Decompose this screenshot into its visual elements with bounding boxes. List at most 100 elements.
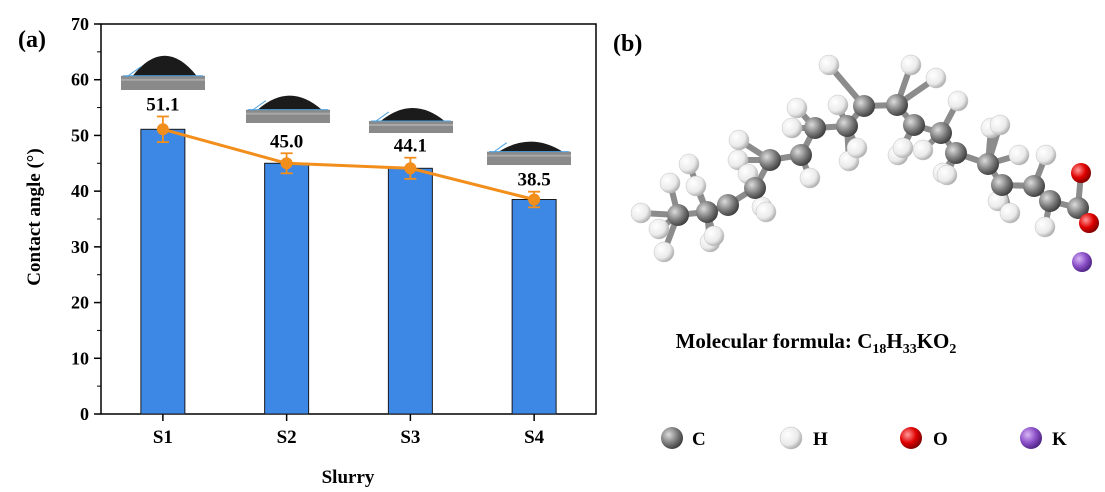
substrate bbox=[369, 120, 453, 133]
droplet bbox=[132, 55, 197, 76]
hydrogen-atom bbox=[818, 54, 840, 76]
carbon-atom bbox=[836, 115, 858, 137]
carbon-atom bbox=[696, 201, 718, 223]
formula-sub-1: 18 bbox=[872, 342, 886, 357]
hydrogen-atom bbox=[685, 175, 707, 197]
legend-label-c: C bbox=[692, 429, 706, 450]
carbon-atom bbox=[1067, 197, 1089, 219]
substrate bbox=[121, 75, 205, 90]
potassium-atom bbox=[1072, 252, 1092, 272]
hydrogen-atom bbox=[799, 167, 821, 189]
carbon-atom bbox=[977, 153, 999, 175]
y-axis-label: Contact angle (°) bbox=[24, 148, 45, 285]
substrate-texture bbox=[121, 78, 205, 81]
y-tick-label: 10 bbox=[71, 348, 89, 368]
bar bbox=[511, 199, 557, 415]
hydrogen-atom bbox=[892, 137, 914, 159]
hydrogen-atom bbox=[678, 153, 700, 175]
data-point bbox=[528, 193, 541, 206]
hydrogen-atom bbox=[653, 241, 675, 263]
carbon-atom bbox=[853, 95, 875, 117]
plot-area: 0 10 20 30 40 50 60 70 S1 S2 S3 S4 51.1 45.0 44.1 38.5 bbox=[71, 14, 597, 448]
tangent-line bbox=[374, 111, 390, 123]
legend-label-k: K bbox=[1052, 429, 1067, 450]
substrate-texture bbox=[369, 123, 453, 126]
substrate bbox=[487, 151, 571, 165]
hydrogen-atom-icon bbox=[779, 426, 803, 450]
droplet bbox=[257, 95, 322, 110]
hydrogen-atom bbox=[827, 94, 849, 116]
carbon-atom bbox=[1023, 175, 1045, 197]
tangent-line bbox=[251, 100, 267, 112]
carbon-atom bbox=[804, 117, 826, 139]
hydrogen-atom bbox=[703, 225, 725, 247]
data-point bbox=[404, 162, 417, 175]
hydrogen-atom bbox=[989, 114, 1011, 136]
hydrogen-atom bbox=[781, 117, 803, 139]
formula-el-1: C bbox=[857, 329, 872, 353]
y-tick-label: 40 bbox=[71, 181, 89, 201]
hydrogen-atom bbox=[648, 218, 670, 240]
hydrogen-atom bbox=[900, 54, 922, 76]
hydrogen-atom bbox=[1008, 144, 1030, 166]
formula-el-2: H bbox=[886, 329, 902, 353]
y-tick-label: 20 bbox=[71, 293, 89, 313]
oxygen-atom bbox=[1079, 213, 1099, 233]
hydrogen-atom bbox=[786, 97, 808, 119]
x-tick-label: S3 bbox=[400, 427, 420, 448]
legend-label-o: O bbox=[933, 429, 948, 450]
panel-a-label: (a) bbox=[18, 27, 46, 53]
substrate-texture bbox=[487, 154, 571, 157]
x-tick-label: S2 bbox=[277, 427, 297, 448]
molecule-structure bbox=[630, 54, 1099, 272]
bar bbox=[264, 162, 310, 415]
hydrogen-atom bbox=[999, 202, 1021, 224]
panel-b-label: (b) bbox=[613, 31, 642, 57]
carbon-atom bbox=[790, 144, 812, 166]
formula-prefix: Molecular formula: bbox=[676, 329, 858, 353]
carbon-atom bbox=[930, 122, 952, 144]
carbon-atom-icon bbox=[661, 427, 683, 449]
oxygen-atom bbox=[1071, 163, 1091, 183]
droplet bbox=[380, 107, 445, 121]
legend-label-h: H bbox=[813, 429, 828, 450]
molecular-formula: Molecular formula: C18H33KO2 bbox=[676, 329, 957, 357]
hydrogen-atom bbox=[846, 137, 868, 159]
carbon-atom bbox=[744, 177, 766, 199]
atom-legend: C H O K bbox=[661, 426, 1067, 450]
oxygen-atom-icon bbox=[900, 427, 922, 449]
hydrogen-atom bbox=[912, 139, 934, 161]
y-tick-label: 70 bbox=[71, 14, 89, 34]
droplet-images bbox=[121, 55, 571, 165]
data-label: 45.0 bbox=[270, 131, 303, 152]
carbon-atom bbox=[945, 142, 967, 164]
contact-angle-chart: (a) 0 10 20 30 40 50 60 70 S1 S2 S3 S4 51.1 45.0 44.1 3… bbox=[18, 14, 597, 488]
data-point bbox=[280, 157, 293, 170]
hydrogen-atom bbox=[1034, 216, 1056, 238]
droplet bbox=[498, 141, 563, 152]
hydrogen-atom bbox=[925, 67, 947, 89]
carbon-atom bbox=[759, 149, 781, 171]
formula-sub-2: 33 bbox=[903, 342, 917, 357]
carbon-atom bbox=[1039, 190, 1061, 212]
tangent-line bbox=[126, 66, 142, 78]
y-tick-label: 60 bbox=[71, 70, 89, 90]
x-tick-label: S4 bbox=[524, 427, 545, 448]
y-tick-label: 30 bbox=[71, 237, 89, 257]
hydrogen-atom bbox=[630, 202, 652, 224]
carbon-atom bbox=[886, 94, 908, 116]
bar bbox=[140, 128, 186, 415]
series-line bbox=[162, 127, 535, 201]
x-axis-label: Slurry bbox=[322, 467, 375, 488]
formula-el-3: KO bbox=[917, 329, 950, 353]
data-point bbox=[156, 123, 169, 136]
y-tick-label: 50 bbox=[71, 125, 89, 145]
bar bbox=[387, 167, 433, 415]
data-label: 44.1 bbox=[394, 136, 427, 157]
data-label: 51.1 bbox=[146, 94, 179, 115]
carbon-atom bbox=[667, 204, 689, 226]
substrate bbox=[246, 109, 330, 123]
carbon-atom bbox=[717, 194, 739, 216]
formula-sub-3: 2 bbox=[949, 342, 956, 357]
hydrogen-atom bbox=[659, 172, 681, 194]
